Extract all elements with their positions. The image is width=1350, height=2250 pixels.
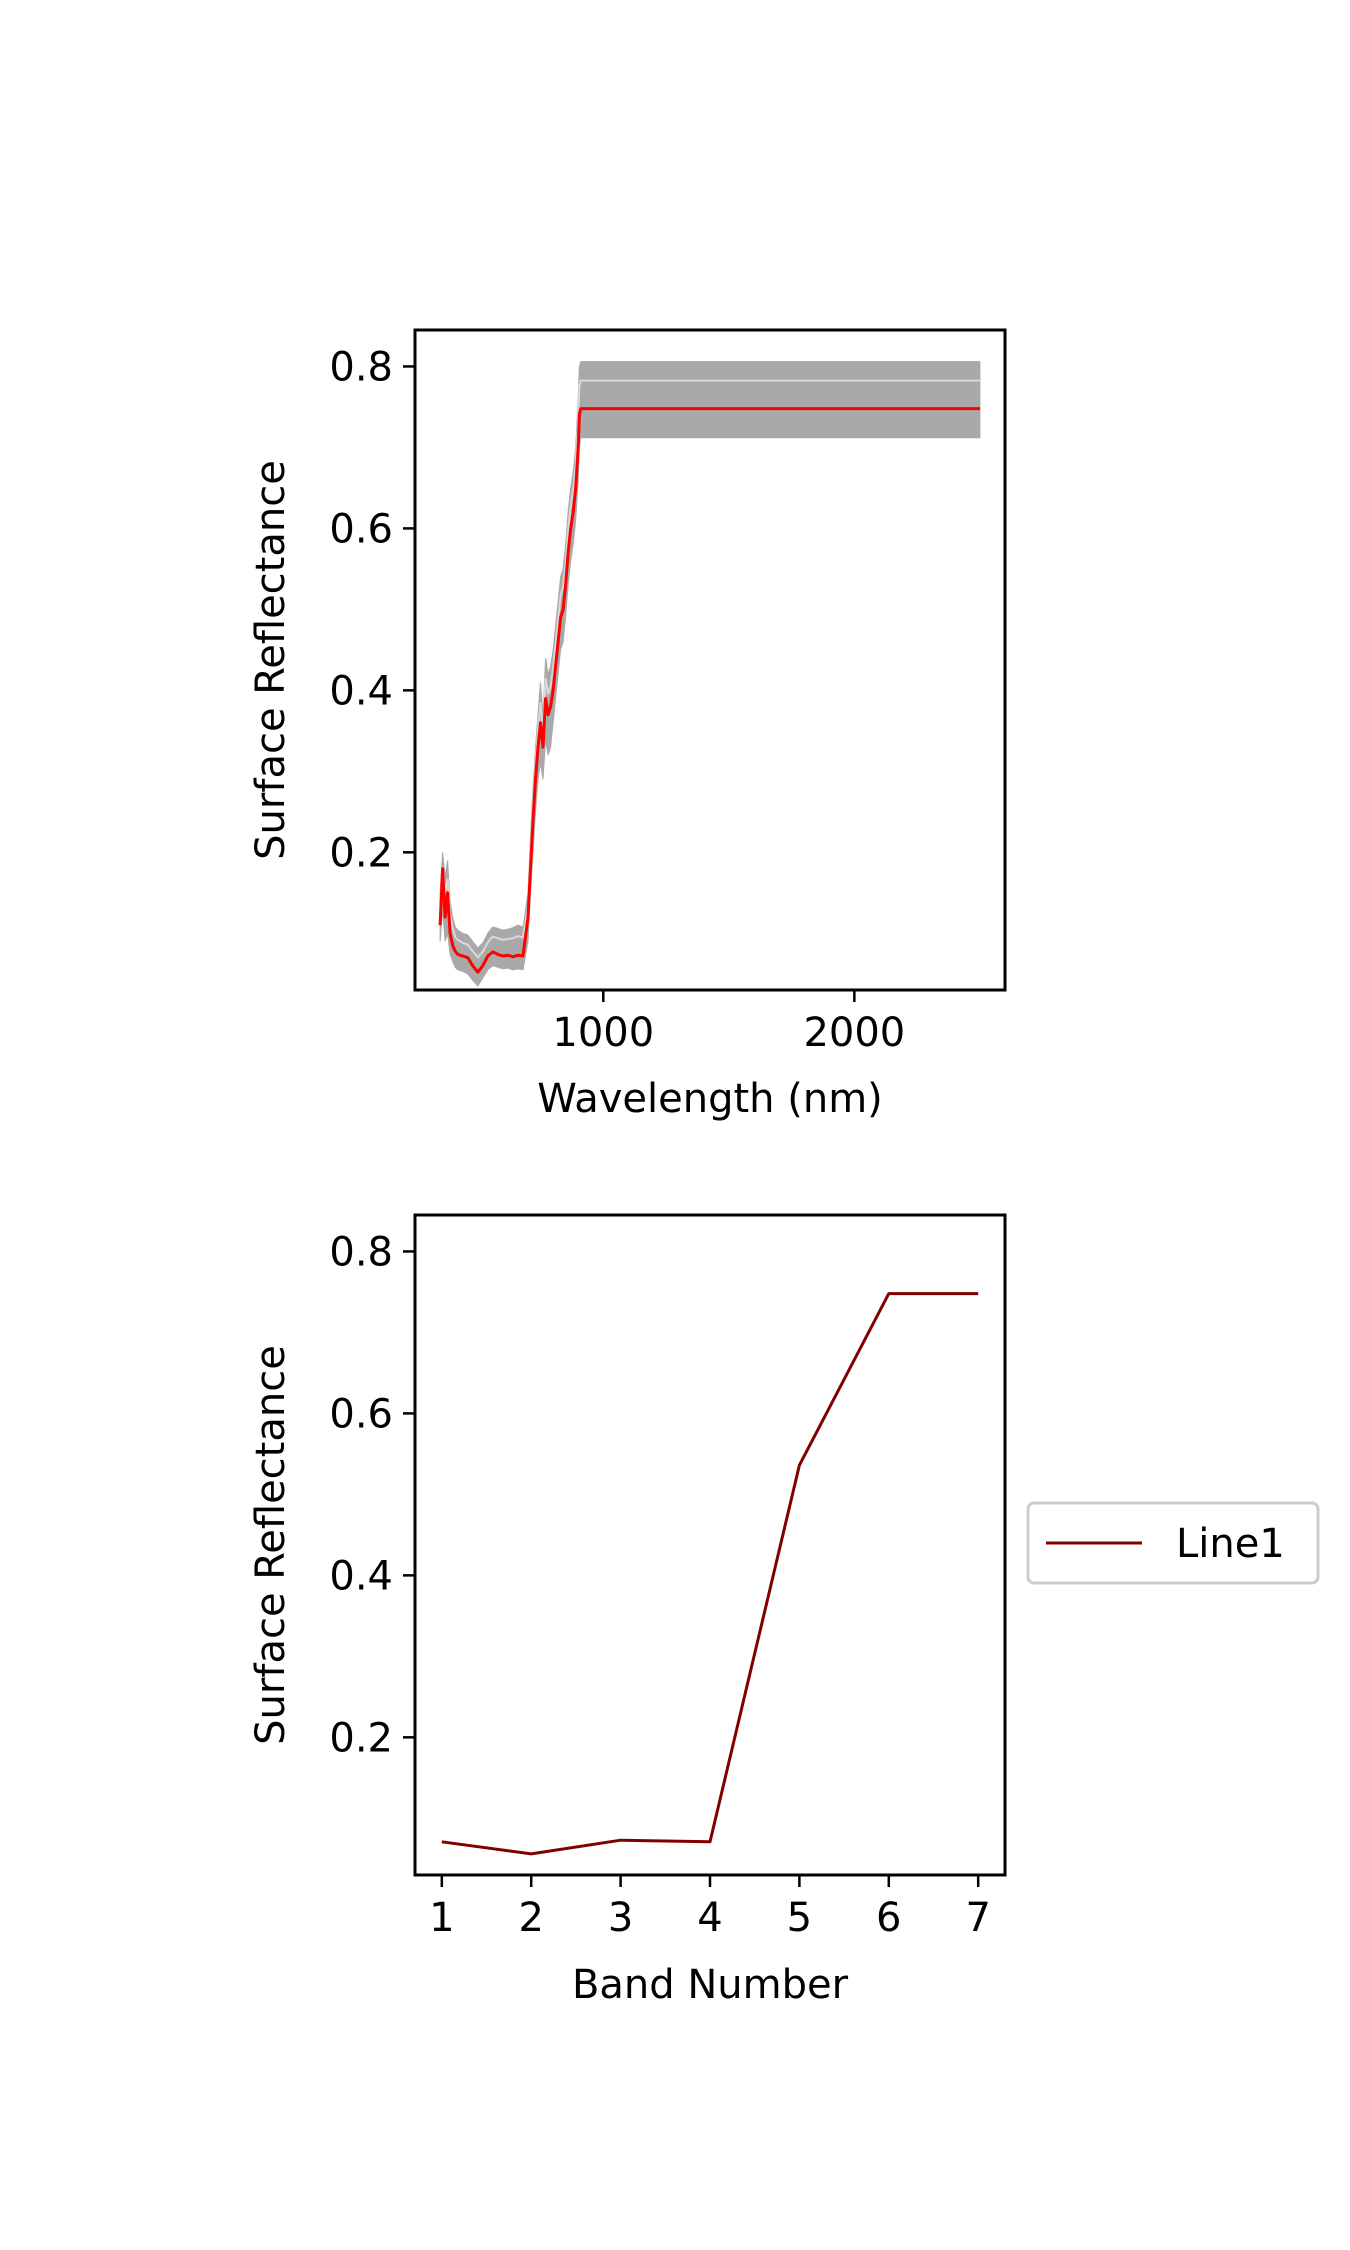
x-axis-label-top: Wavelength (nm) <box>537 1076 883 1122</box>
x-tick-label: 4 <box>697 1895 722 1941</box>
wavelength-reflectance-plot: 1000 2000 0.2 0.4 0.6 0.8 Wavelength (nm) Sur… <box>248 328 1007 1122</box>
y-tick-label: 0.6 <box>329 506 393 552</box>
x-tick-label: 1000 <box>552 1010 654 1056</box>
y-axis-label-top: Surface Reflectance <box>248 460 294 860</box>
legend: Line1 <box>1026 1501 1320 1585</box>
y-tick-label: 0.4 <box>329 668 393 714</box>
band-reflectance-plot: 1 2 3 4 5 6 7 0.2 0.4 0.6 0.8 Band Number Surface … <box>248 1213 1007 2008</box>
y-tick-label: 0.2 <box>329 1715 393 1761</box>
x-tick-label: 2 <box>518 1895 543 1941</box>
axes-frame-bottom <box>413 1213 1007 1877</box>
plot-area-bottom <box>441 1292 979 1856</box>
legend-label-line1: Line1 <box>1176 1521 1285 1567</box>
series-line-Line1 <box>441 1292 979 1856</box>
y-tick-label: 0.8 <box>329 1229 393 1275</box>
mean-reflectance-line <box>438 407 980 974</box>
x-axis-label-bottom: Band Number <box>572 1962 849 2008</box>
sample-trace <box>439 379 980 959</box>
ticks-top: 1000 2000 0.2 0.4 0.6 0.8 <box>329 344 905 1056</box>
plot-area-top <box>438 361 981 987</box>
y-tick-label: 0.6 <box>329 1391 393 1437</box>
legend-box <box>1026 1501 1320 1585</box>
axes-frame-top <box>413 328 1007 992</box>
y-tick-label: 0.8 <box>329 344 393 390</box>
y-tick-label: 0.2 <box>329 830 393 876</box>
reflectance-range-band <box>439 361 981 987</box>
x-tick-label: 1 <box>429 1895 454 1941</box>
x-tick-label: 3 <box>608 1895 633 1941</box>
y-tick-label: 0.4 <box>329 1553 393 1599</box>
y-axis-label-bottom: Surface Reflectance <box>248 1345 294 1745</box>
x-tick-label: 6 <box>876 1895 901 1941</box>
x-tick-label: 7 <box>965 1895 990 1941</box>
x-tick-label: 2000 <box>803 1010 905 1056</box>
x-tick-label: 5 <box>787 1895 812 1941</box>
ticks-bottom: 1 2 3 4 5 6 7 0.2 0.4 0.6 0.8 <box>329 1229 991 1941</box>
